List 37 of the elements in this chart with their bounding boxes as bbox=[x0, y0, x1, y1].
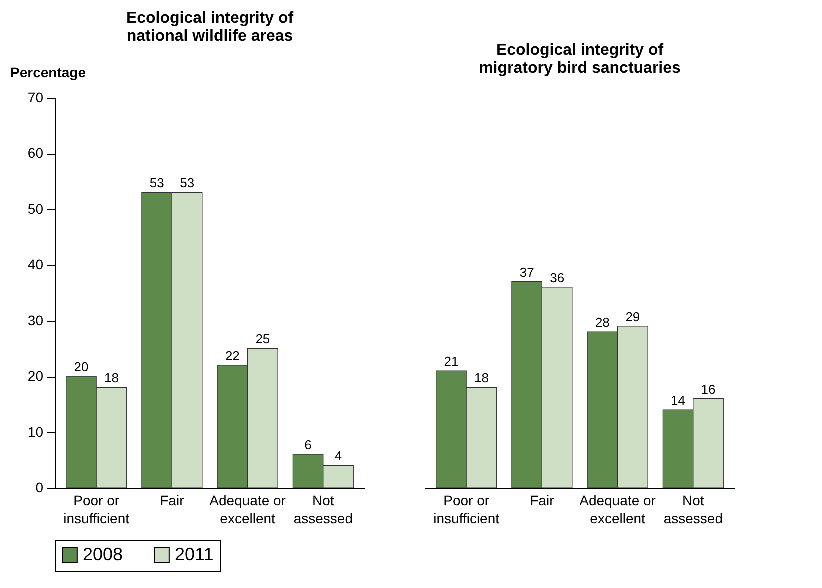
x-tick-label: Adequate or excellent bbox=[580, 492, 656, 526]
data-label: 18 bbox=[474, 370, 489, 386]
data-label: 6 bbox=[304, 438, 312, 453]
x-tick-label: Adequate or excellent bbox=[210, 492, 286, 526]
y-tick-label: 70 bbox=[28, 90, 44, 106]
data-label: 16 bbox=[701, 382, 716, 397]
data-label: 29 bbox=[626, 309, 640, 324]
x-tick-label: Not assessed bbox=[664, 492, 723, 526]
y-tick-label: 50 bbox=[28, 200, 44, 217]
y-tick-label: 40 bbox=[28, 256, 44, 273]
y-tick-label: 30 bbox=[28, 312, 44, 328]
data-label: 53 bbox=[150, 176, 164, 191]
chart-title: Ecological integrity of migratory bird sanctuaries bbox=[479, 42, 682, 77]
x-tick-label: Poor or insufficient bbox=[434, 492, 500, 526]
y-tick-label: 20 bbox=[28, 368, 44, 384]
data-label: 20 bbox=[74, 360, 89, 375]
data-label: 14 bbox=[671, 393, 686, 408]
y-tick-label: 0 bbox=[36, 480, 44, 496]
data-label: 25 bbox=[256, 332, 270, 347]
legend-label: 2011 bbox=[175, 544, 214, 564]
data-label: 37 bbox=[520, 264, 534, 280]
x-tick-label: Fair bbox=[160, 492, 185, 508]
y-tick-label: 10 bbox=[28, 424, 44, 440]
legend-label: 2008 bbox=[83, 544, 124, 564]
data-label: 28 bbox=[595, 315, 610, 330]
x-tick-label: Poor or insufficient bbox=[64, 492, 130, 526]
data-label: 21 bbox=[444, 354, 459, 369]
y-axis-title: Percentage bbox=[10, 64, 86, 80]
chart-title: Ecological integrity of national wildlife areas bbox=[126, 10, 294, 45]
data-label: 22 bbox=[225, 348, 240, 364]
x-tick-label: Not assessed bbox=[294, 492, 353, 526]
data-label: 18 bbox=[104, 370, 119, 386]
data-label: 53 bbox=[180, 176, 195, 191]
data-label: 36 bbox=[550, 270, 565, 286]
data-label: 4 bbox=[334, 448, 342, 464]
y-tick-label: 60 bbox=[28, 145, 44, 162]
x-tick-label: Fair bbox=[530, 492, 555, 508]
